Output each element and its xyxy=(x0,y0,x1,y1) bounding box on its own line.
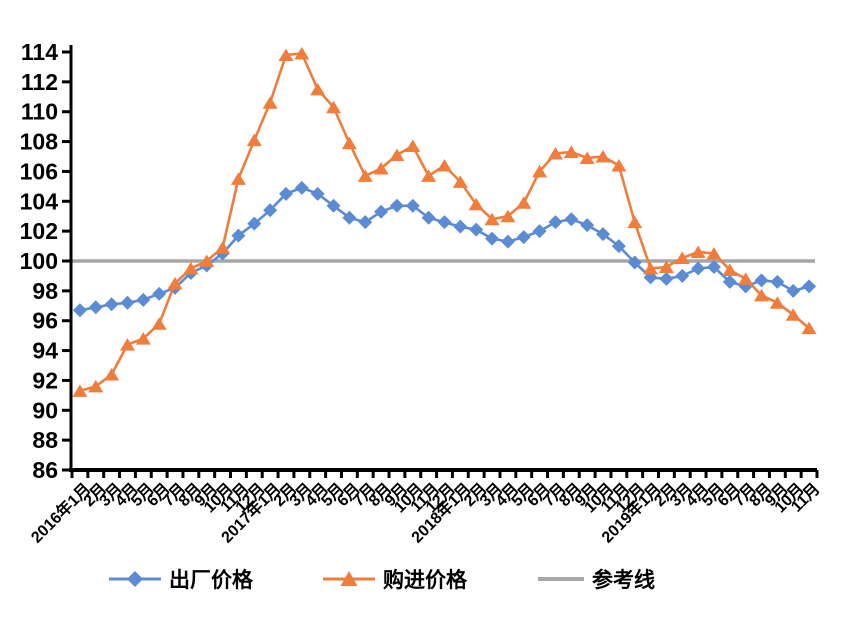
svg-text:104: 104 xyxy=(20,188,59,214)
svg-text:86: 86 xyxy=(32,457,58,483)
legend-label-purchase: 购进价格 xyxy=(383,569,467,592)
series-factory-price xyxy=(72,180,817,318)
purchase-line-triangle-icon xyxy=(323,571,375,586)
svg-text:88: 88 xyxy=(32,427,58,453)
svg-text:90: 90 xyxy=(32,397,58,423)
svg-text:98: 98 xyxy=(32,278,58,304)
series-purchase-price xyxy=(72,46,817,397)
svg-text:112: 112 xyxy=(21,69,58,95)
svg-text:106: 106 xyxy=(20,158,58,184)
svg-text:114: 114 xyxy=(21,39,58,65)
svg-text:92: 92 xyxy=(32,367,58,393)
legend-item-reference-line: 参考线 xyxy=(537,566,655,592)
svg-text:94: 94 xyxy=(32,338,58,364)
svg-text:100: 100 xyxy=(20,248,58,274)
svg-text:110: 110 xyxy=(21,99,58,125)
x-axis: 2016年1月 2月 3月 4月 5月 6月 7月 8月 9月 10月 11月 … xyxy=(27,468,824,547)
svg-text:2016年1月: 2016年1月 xyxy=(27,479,95,547)
y-axis: 86 88 90 92 94 96 98 100 102 104 106 108 110 112 114 xyxy=(20,39,73,483)
legend-item-factory-price: 出厂价格 xyxy=(108,566,253,592)
svg-text:108: 108 xyxy=(20,129,59,155)
chart-legend: 出厂价格 购进价格 参考线 xyxy=(0,566,866,596)
legend-label-reference: 参考线 xyxy=(592,569,655,592)
factory-line-diamond-icon xyxy=(109,571,161,587)
svg-text:96: 96 xyxy=(32,308,58,334)
reference-line-icon xyxy=(538,577,584,581)
legend-label-factory: 出厂价格 xyxy=(169,569,253,592)
legend-item-purchase-price: 购进价格 xyxy=(322,566,467,592)
svg-text:102: 102 xyxy=(20,218,58,244)
